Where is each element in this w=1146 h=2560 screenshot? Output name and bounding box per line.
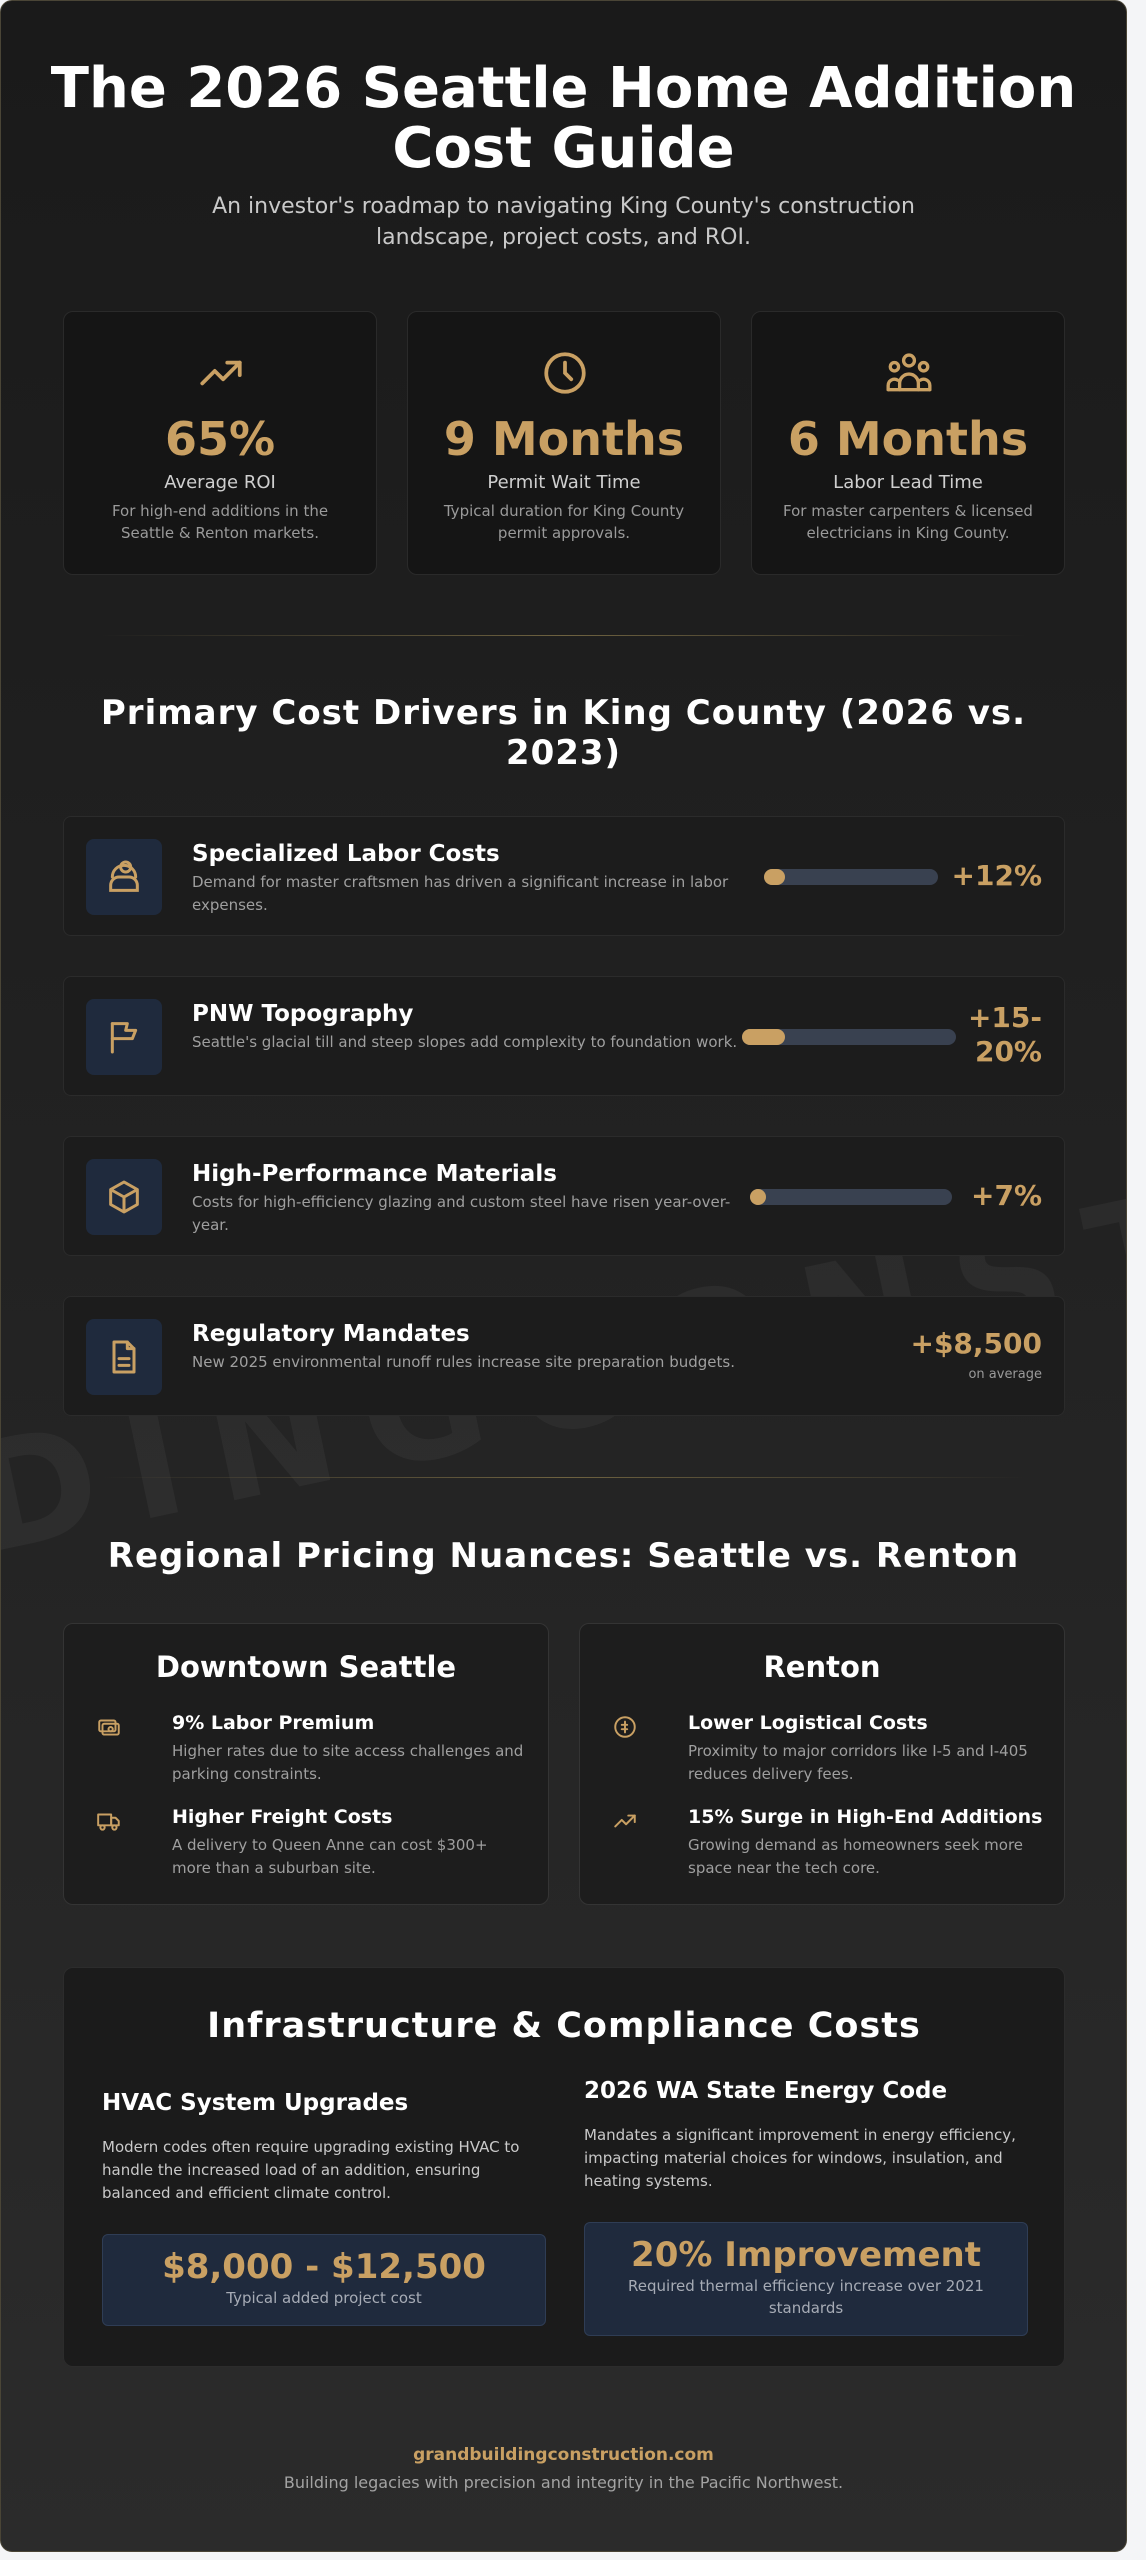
footer-tagline: Building legacies with precision and int… <box>283 2473 844 2492</box>
stat-desc: For high-end additions in the Seattle & … <box>111 502 329 542</box>
cash-icon <box>98 1719 120 1736</box>
drivers-title: Primary Cost Drivers in King County (202… <box>100 693 1027 773</box>
region-item-name: Lower Logistical Costs <box>688 1712 928 1734</box>
region-card-seattle: Downtown Seattle 9% Labor Premium Higher… <box>63 1623 549 1905</box>
divider <box>101 635 1027 636</box>
divider <box>101 1477 1027 1478</box>
users-icon <box>886 353 932 392</box>
driver-bar-fill <box>750 1189 767 1205</box>
infra-col-desc: Modern codes often require upgrading exi… <box>102 2138 520 2202</box>
stats-row: 65% Average ROI For high-end additions i… <box>63 311 1065 575</box>
infra-title: Infrastructure & Compliance Costs <box>207 2006 921 2046</box>
region-title: Renton <box>763 1650 881 1684</box>
box-icon <box>109 1180 139 1214</box>
region-item-name: 9% Labor Premium <box>172 1712 375 1734</box>
cost-value: $8,000 - $12,500 <box>162 2247 486 2287</box>
stat-card-labor: 6 Months Labor Lead Time For master carp… <box>751 311 1065 575</box>
stat-value: 6 Months <box>787 412 1029 466</box>
driver-bar <box>750 1189 952 1205</box>
footer-website-link[interactable]: grandbuildingconstruction.com <box>413 2445 714 2465</box>
driver-desc: Demand for master craftsmen has driven a… <box>192 873 729 914</box>
cost-box: 20% Improvement Required thermal efficie… <box>584 2222 1028 2336</box>
cost-note: Typical added project cost <box>226 2289 422 2307</box>
stat-value: 65% <box>164 412 276 466</box>
region-title: Downtown Seattle <box>155 1650 457 1684</box>
infra-col-name: 2026 WA State Energy Code <box>584 2078 948 2104</box>
driver-value: +15-20% <box>967 1001 1042 1068</box>
infra-col-hvac: HVAC System Upgrades Modern codes often … <box>102 2090 546 2340</box>
stat-label: Permit Wait Time <box>487 472 641 493</box>
cost-box: $8,000 - $12,500 Typical added project c… <box>102 2234 546 2326</box>
trending-up-icon <box>614 1814 636 1828</box>
region-item-desc: A delivery to Queen Anne can cost $300+ … <box>172 1836 488 1877</box>
driver-value: +12% <box>951 859 1042 892</box>
driver-row-materials: High-Performance Materials Costs for hig… <box>63 1136 1065 1256</box>
region-item-desc: Higher rates due to site access challeng… <box>172 1742 524 1783</box>
driver-row-regulatory: Regulatory Mandates New 2025 environment… <box>63 1296 1065 1416</box>
coin-icon <box>614 1716 636 1738</box>
driver-row-labor: Specialized Labor Costs Demand for maste… <box>63 816 1065 936</box>
stat-value: 9 Months <box>443 412 685 466</box>
stat-desc: For master carpenters & licensed electri… <box>783 502 1033 542</box>
region-item-name: Higher Freight Costs <box>172 1806 393 1828</box>
regional-title: Regional Pricing Nuances: Seattle vs. Re… <box>107 1536 1020 1576</box>
driver-row-topography: PNW Topography Seattle's glacial till an… <box>63 976 1065 1096</box>
document-icon <box>112 1340 136 1374</box>
driver-bar-fill <box>764 869 785 885</box>
driver-name: Regulatory Mandates <box>192 1321 470 1347</box>
driver-desc: New 2025 environmental runoff rules incr… <box>192 1353 735 1371</box>
driver-value: +$8,500 <box>910 1327 1042 1360</box>
flag-icon <box>110 1022 138 1054</box>
driver-bar <box>764 869 938 885</box>
driver-value: +7% <box>971 1179 1042 1212</box>
stat-desc: Typical duration for King County permit … <box>443 502 685 542</box>
worker-icon <box>109 860 139 892</box>
infra-card: Infrastructure & Compliance Costs HVAC S… <box>63 1967 1065 2367</box>
region-item-desc: Proximity to major corridors like I-5 an… <box>688 1742 1028 1783</box>
infra-col-desc: Mandates a significant improvement in en… <box>584 2126 1016 2190</box>
stat-label: Average ROI <box>164 472 276 493</box>
infra-col-name: HVAC System Upgrades <box>102 2090 409 2116</box>
driver-sub: on average <box>968 1367 1042 1382</box>
clock-icon <box>544 352 586 394</box>
stat-card-roi: 65% Average ROI For high-end additions i… <box>63 311 377 575</box>
infra-col-energy: 2026 WA State Energy Code Mandates a sig… <box>584 2078 1028 2338</box>
trending-up-icon <box>200 360 242 386</box>
stat-label: Labor Lead Time <box>833 472 983 493</box>
page-subtitle: An investor's roadmap to navigating King… <box>212 194 915 250</box>
driver-name: Specialized Labor Costs <box>192 841 500 867</box>
driver-name: High-Performance Materials <box>192 1161 557 1187</box>
stat-card-permit: 9 Months Permit Wait Time Typical durati… <box>407 311 721 575</box>
driver-desc: Costs for high-efficiency glazing and cu… <box>192 1193 731 1234</box>
page-title: The 2026 Seattle Home Addition Cost Guid… <box>50 56 1077 181</box>
driver-bar <box>742 1029 956 1045</box>
cost-value: 20% Improvement <box>631 2235 981 2275</box>
region-card-renton: Renton Lower Logistical Costs Proximity … <box>579 1623 1065 1905</box>
driver-bar-fill <box>742 1029 785 1045</box>
cost-note: Required thermal efficiency increase ove… <box>628 2277 984 2317</box>
truck-icon <box>97 1813 120 1831</box>
region-item-name: 15% Surge in High-End Additions <box>688 1806 1043 1828</box>
region-item-desc: Growing demand as homeowners seek more s… <box>688 1836 1024 1877</box>
driver-desc: Seattle's glacial till and steep slopes … <box>192 1033 738 1051</box>
driver-name: PNW Topography <box>192 1001 414 1027</box>
